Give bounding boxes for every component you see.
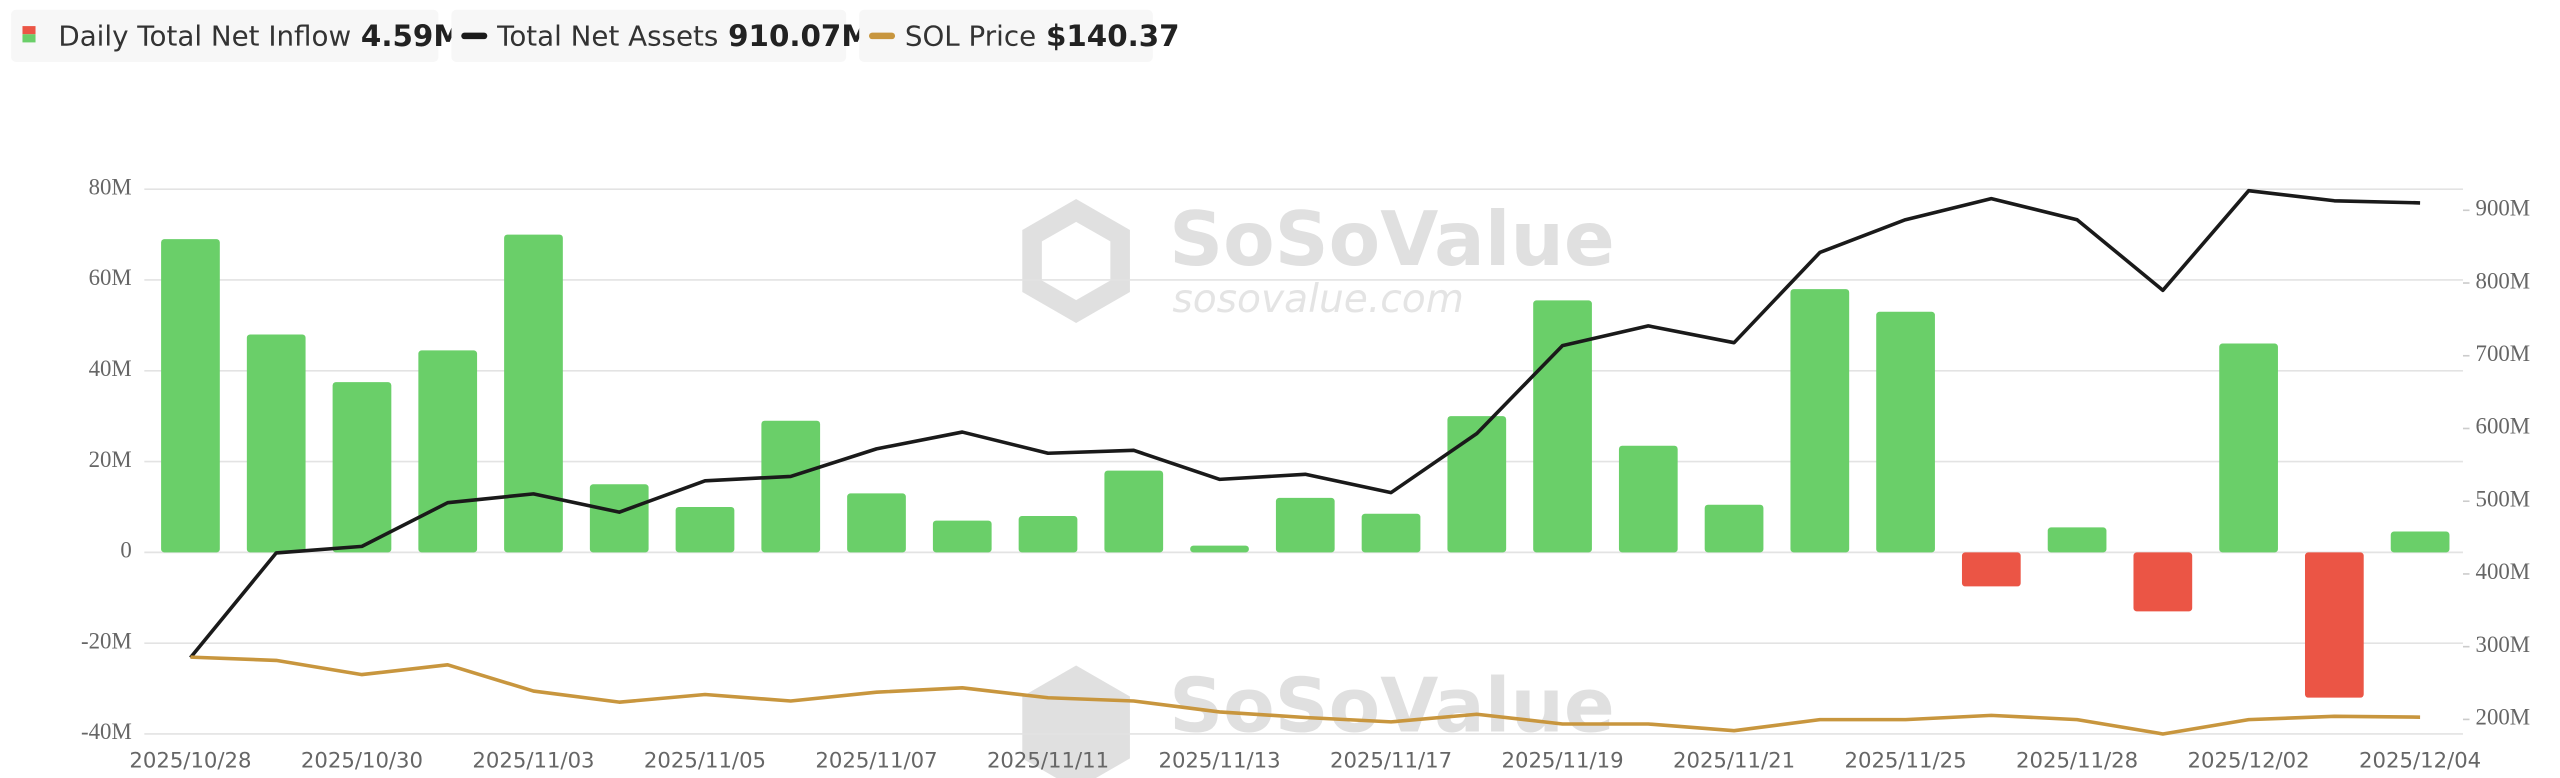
legend-swatch bbox=[22, 34, 36, 43]
x-tick-label: 2025/11/13 bbox=[1158, 748, 1280, 773]
bar bbox=[1447, 416, 1507, 553]
line bbox=[190, 655, 2421, 736]
watermark-url: sosovalue.com bbox=[1172, 277, 1464, 322]
y2-tick-label: 300M bbox=[2476, 632, 2531, 657]
y2-tick-label: 600M bbox=[2476, 414, 2531, 439]
bar bbox=[1361, 513, 1421, 553]
x-tick-label: 2025/11/25 bbox=[1845, 748, 1967, 773]
y2-tick-label: 400M bbox=[2476, 559, 2531, 584]
bar bbox=[1190, 545, 1249, 553]
x-tick-label: 2025/10/28 bbox=[129, 748, 251, 773]
x-tick-label: 2025/11/17 bbox=[1330, 748, 1452, 773]
x-tick-label: 2025/11/03 bbox=[472, 748, 594, 773]
x-tick-label: 2025/11/07 bbox=[815, 748, 937, 773]
bar bbox=[1790, 289, 1850, 553]
y-tick-label: 80M bbox=[89, 174, 132, 199]
legend: Daily Total Net Inflow 4.59M Total Net Ass… bbox=[11, 9, 1180, 62]
legend-label: SOL Price bbox=[905, 20, 1036, 53]
legend-box bbox=[11, 9, 439, 62]
bar bbox=[418, 350, 478, 553]
legend-box bbox=[859, 9, 1153, 62]
legend-swatch bbox=[22, 26, 36, 35]
bar bbox=[589, 484, 649, 553]
legend-box bbox=[451, 9, 847, 62]
y2-tick-label: 800M bbox=[2476, 268, 2531, 293]
y2-tick-label: 500M bbox=[2476, 486, 2531, 511]
bar bbox=[1961, 552, 2021, 587]
y-tick-label: -40M bbox=[81, 719, 132, 744]
legend-value: 910.07M bbox=[728, 19, 870, 53]
plot: -40M -20M 0 20M 40M 60M 80M 200M 300M 400M 500M 600… bbox=[81, 174, 2530, 772]
bar bbox=[2219, 343, 2278, 553]
y2-tick-label: 200M bbox=[2476, 705, 2531, 730]
watermark-logo bbox=[1022, 665, 1130, 778]
bar bbox=[2133, 552, 2193, 612]
y2-tick-label: 700M bbox=[2476, 341, 2531, 366]
bar bbox=[161, 239, 220, 553]
x-tick-label: 2025/12/02 bbox=[2188, 748, 2310, 773]
bar bbox=[847, 493, 906, 553]
x-tick-label: 2025/10/30 bbox=[301, 748, 423, 773]
y-tick-label: 40M bbox=[89, 356, 132, 381]
bar bbox=[2390, 531, 2450, 553]
legend-value: 4.59M bbox=[361, 19, 463, 53]
bar bbox=[332, 382, 392, 553]
bar bbox=[1275, 497, 1335, 553]
x-tick-label: 2025/11/19 bbox=[1501, 748, 1623, 773]
bar bbox=[1533, 300, 1592, 553]
bar bbox=[675, 506, 735, 553]
bar bbox=[1018, 516, 1078, 553]
x-tick-label: 2025/11/11 bbox=[987, 748, 1109, 773]
y-tick-label: 0 bbox=[120, 538, 131, 563]
y2-tick-label: 900M bbox=[2476, 196, 2531, 221]
x-tick-label: 2025/12/04 bbox=[2359, 748, 2481, 773]
bar bbox=[2047, 527, 2107, 553]
line bbox=[189, 188, 2421, 659]
bar bbox=[1104, 470, 1164, 553]
bar bbox=[504, 234, 563, 553]
bar bbox=[932, 520, 992, 553]
bar bbox=[2304, 552, 2364, 698]
watermark-text: SoSoValue bbox=[1169, 195, 1615, 283]
x-tick-label: 2025/11/21 bbox=[1673, 748, 1795, 773]
bar bbox=[1876, 311, 1935, 553]
legend-value: $140.37 bbox=[1046, 19, 1180, 53]
y-tick-label: 60M bbox=[89, 265, 132, 290]
legend-label: Total Net Assets bbox=[496, 20, 718, 53]
x-tick-label: 2025/11/28 bbox=[2016, 748, 2138, 773]
y-tick-label: 20M bbox=[89, 447, 132, 472]
bar bbox=[1704, 504, 1764, 553]
watermark: SoSoValue sosovalue.com SoSoValue bbox=[1022, 195, 1615, 778]
bar bbox=[761, 420, 821, 553]
legend-label: Daily Total Net Inflow bbox=[58, 20, 351, 53]
watermark-text: SoSoValue bbox=[1169, 662, 1615, 750]
bar bbox=[246, 334, 306, 553]
bar bbox=[1618, 445, 1678, 553]
y-tick-label: -20M bbox=[81, 628, 132, 653]
x-tick-label: 2025/11/05 bbox=[644, 748, 766, 773]
